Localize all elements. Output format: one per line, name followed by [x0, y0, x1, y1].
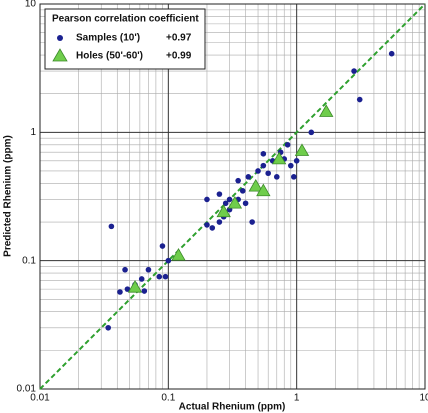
point — [162, 273, 169, 280]
triangle-marker — [319, 104, 334, 117]
legend-title: Pearson correlation coefficient — [52, 14, 199, 25]
x-tick-label: 0.1 — [161, 393, 175, 404]
legend-marker — [57, 35, 63, 41]
triangle-marker — [227, 195, 243, 209]
point — [226, 196, 233, 203]
point — [293, 158, 300, 164]
point — [122, 266, 128, 273]
x-tick-label: 10 — [419, 393, 428, 404]
point — [145, 266, 152, 273]
point — [265, 170, 271, 177]
x-tick-label: 1 — [294, 393, 300, 404]
point — [156, 273, 163, 280]
point — [351, 68, 357, 74]
point — [291, 174, 297, 180]
point — [308, 129, 315, 136]
point — [245, 174, 252, 180]
point — [216, 219, 223, 225]
point — [165, 257, 172, 264]
legend-coefficient: +0.99 — [166, 51, 192, 62]
point — [260, 151, 267, 157]
point — [249, 219, 255, 225]
legend-label: Samples (10') — [76, 33, 140, 44]
point — [117, 289, 123, 295]
point — [216, 191, 223, 197]
point — [204, 222, 210, 228]
legend-marker — [52, 48, 68, 62]
point — [388, 50, 395, 57]
point — [209, 225, 216, 231]
point — [204, 196, 210, 203]
point — [239, 188, 246, 194]
y-tick-label: 1 — [30, 127, 36, 138]
point — [242, 200, 249, 207]
point — [284, 141, 291, 148]
point — [105, 324, 112, 331]
triangle-marker — [127, 280, 143, 293]
x-tick-label: 0.01 — [30, 393, 50, 404]
point — [108, 223, 115, 230]
point — [356, 96, 363, 103]
y-axis-label: Predicted Rhenium (ppm) — [3, 135, 14, 257]
point — [141, 288, 148, 294]
x-axis-label: Actual Rhenium (ppm) — [179, 402, 286, 413]
y-tick-label: 0.1 — [22, 255, 36, 266]
legend-label: Holes (50'-60') — [76, 51, 143, 62]
point — [255, 168, 261, 174]
plot-area — [39, 3, 426, 390]
legend-box — [44, 8, 206, 70]
point — [273, 174, 280, 180]
point — [260, 162, 267, 169]
point — [235, 177, 241, 184]
point — [287, 162, 294, 169]
legend-coefficient: +0.97 — [166, 33, 192, 44]
triangle-marker — [216, 204, 231, 218]
identity-line — [39, 3, 426, 390]
point — [222, 200, 229, 207]
y-tick-label: 0.01 — [17, 384, 37, 395]
triangle-marker — [256, 183, 271, 197]
point — [159, 243, 166, 249]
triangle-marker — [294, 143, 310, 156]
y-tick-label: 10 — [25, 0, 37, 10]
point — [124, 286, 131, 292]
point — [138, 276, 145, 282]
triangle-marker — [171, 248, 186, 261]
triangle-marker — [271, 151, 287, 165]
triangle-marker — [248, 178, 263, 192]
